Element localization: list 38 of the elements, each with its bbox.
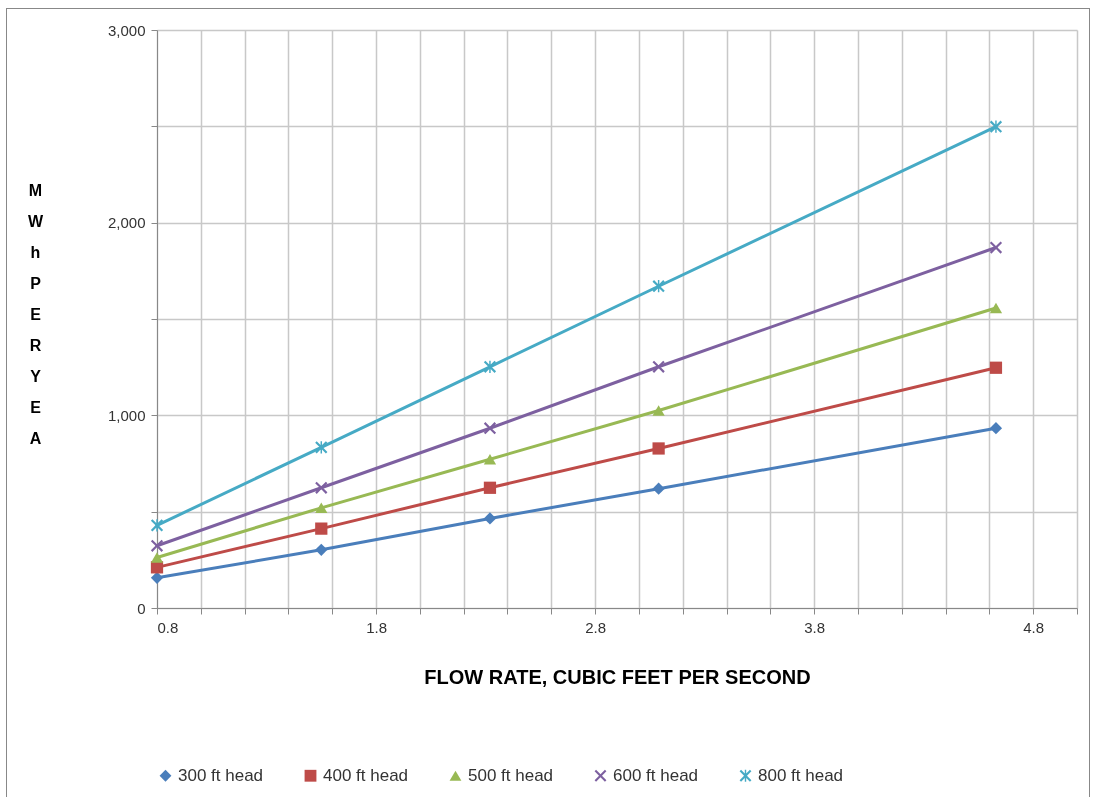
point — [652, 442, 665, 455]
point — [989, 302, 1003, 314]
x-tick-label: 3.8 — [804, 618, 826, 636]
point — [989, 120, 1003, 133]
y-tick-label: 1,000 — [107, 406, 146, 424]
point — [150, 539, 164, 552]
text: MWh PER YEA — [27, 181, 44, 447]
point — [989, 361, 1003, 374]
point — [315, 522, 328, 535]
point — [315, 502, 328, 514]
point — [150, 552, 164, 563]
legend-label: 600 ft head — [613, 765, 699, 785]
x-tick-label: 1.8 — [366, 618, 387, 636]
x-tick-label: 0.8 — [157, 618, 179, 636]
point — [652, 360, 665, 373]
point — [483, 453, 497, 465]
point — [989, 422, 1003, 435]
point — [483, 422, 497, 435]
y-tick-label: 2,000 — [107, 214, 146, 232]
point — [150, 571, 164, 584]
legend-label: 300 ft head — [178, 765, 264, 785]
point — [483, 512, 497, 525]
point — [652, 405, 665, 416]
x-tick-label: 2.8 — [585, 618, 607, 636]
point — [652, 482, 665, 495]
legend-label: 800 ft head — [758, 765, 844, 785]
y-tick-label: 3,000 — [107, 21, 146, 39]
point — [483, 360, 497, 373]
point — [483, 481, 497, 494]
point — [989, 241, 1003, 254]
point — [315, 481, 328, 494]
x-axis-title: FLOW RATE, CUBIC FEET PER SECOND — [424, 665, 811, 688]
point — [150, 519, 164, 532]
x-tick-label: 4.8 — [1023, 618, 1045, 636]
legend-label: 500 ft head — [468, 765, 554, 785]
y-tick-label: 0 — [137, 599, 146, 617]
legend-label: 400 ft head — [323, 765, 409, 785]
point — [315, 543, 328, 556]
